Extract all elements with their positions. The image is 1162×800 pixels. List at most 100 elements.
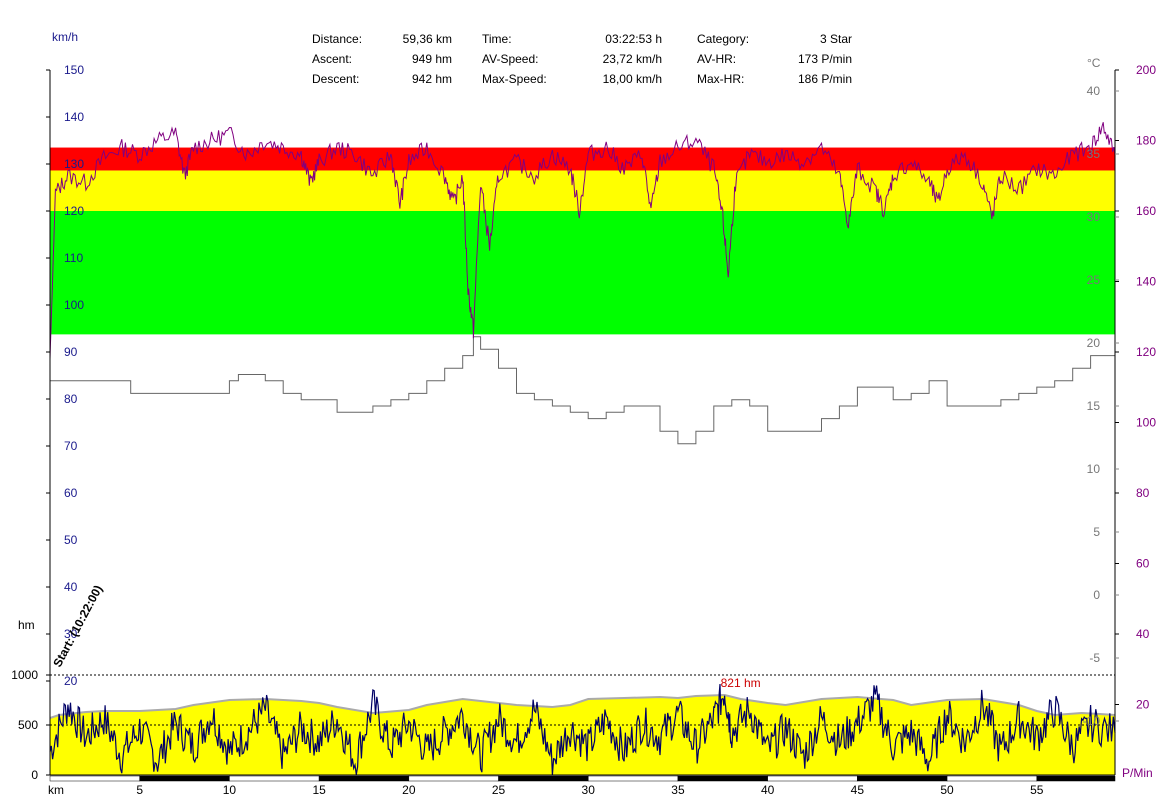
speed-tick-label: 130: [64, 157, 84, 171]
summary-value: 949 hm: [411, 52, 452, 66]
x-axis-stripe: [139, 775, 230, 782]
x-tick-label: 55: [1030, 783, 1044, 797]
x-axis-stripe: [587, 775, 679, 782]
hr-tick-label: 160: [1136, 204, 1156, 218]
temperature-tick-label: 0: [1093, 588, 1100, 602]
temperature-axis-unit: °C: [1087, 56, 1101, 70]
x-axis-stripe: [857, 775, 948, 782]
temperature-tick-label: -5: [1089, 651, 1100, 665]
temperature-line: [50, 336, 1115, 445]
summary-row: AV-HR: 173 P/min: [697, 49, 852, 69]
temperature-tick-label: 30: [1087, 210, 1101, 224]
x-tick-label: 15: [312, 783, 326, 797]
summary-column: Category: 3 Star AV-HR: 173 P/min Max-HR: 186…: [697, 29, 852, 89]
summary-label: Ascent:: [312, 52, 353, 66]
temperature-tick-label: 10: [1087, 462, 1101, 476]
x-axis-unit: km: [48, 783, 64, 797]
altitude-tick-label: 500: [18, 718, 38, 732]
summary-value: 59,36 km: [402, 32, 452, 46]
speed-tick-label: 140: [64, 110, 84, 124]
summary-row: AV-Speed: 23,72 km/h: [482, 49, 662, 69]
summary-label: Time:: [482, 32, 512, 46]
speed-tick-label: 150: [64, 63, 84, 77]
summary-label: AV-HR:: [697, 52, 737, 66]
speed-tick-label: 20: [64, 674, 78, 688]
speed-tick-label: 120: [64, 204, 84, 218]
x-axis-stripe: [408, 775, 499, 782]
altitude-axis-unit: hm: [18, 618, 35, 632]
hr-tick-label: 40: [1136, 627, 1150, 641]
speed-tick-label: 110: [64, 251, 83, 265]
summary-row: Category: 3 Star: [697, 29, 852, 49]
x-axis-stripe: [229, 775, 320, 782]
temperature-tick-label: 40: [1087, 84, 1101, 98]
x-tick-label: 20: [402, 783, 416, 797]
summary-label: Max-HR:: [697, 72, 745, 86]
hr-tick-label: 60: [1136, 557, 1150, 571]
summary-value: 18,00 km/h: [602, 72, 662, 86]
hr-tick-label: 20: [1136, 698, 1150, 712]
summary-row: Ascent: 949 hm: [312, 49, 452, 69]
summary-row: Time: 03:22:53 h: [482, 29, 662, 49]
summary-label: Descent:: [312, 72, 360, 86]
x-axis-stripe: [498, 775, 589, 782]
hr-axis-unit: P/Min: [1122, 766, 1153, 780]
summary-value: 03:22:53 h: [605, 32, 662, 46]
x-tick-label: 35: [671, 783, 685, 797]
x-axis-stripe: [1036, 775, 1116, 782]
speed-tick-label: 90: [64, 345, 78, 359]
hr-zone-green: [50, 211, 1115, 335]
summary-value: 23,72 km/h: [602, 52, 662, 66]
temperature-tick-label: 5: [1093, 525, 1100, 539]
speed-tick-label: 30: [64, 627, 78, 641]
x-axis-stripe: [318, 775, 410, 782]
summary-column: Distance: 59,36 km Ascent: 949 hm Descent: 94…: [312, 29, 452, 89]
hr-tick-label: 100: [1136, 416, 1156, 430]
speed-trace: [49, 683, 1116, 776]
x-tick-label: 5: [136, 783, 143, 797]
hr-tick-label: 120: [1136, 345, 1156, 359]
speed-tick-label: 100: [64, 298, 84, 312]
summary-value: 3 Star: [819, 32, 852, 46]
summary-value: 173 P/min: [797, 52, 852, 66]
hr-tick-label: 140: [1136, 275, 1156, 289]
x-tick-label: 50: [940, 783, 954, 797]
start-label: Start: (10:22:00): [50, 583, 105, 670]
hr-zone-yellow: [50, 170, 1115, 211]
speed-tick-label: 80: [64, 392, 78, 406]
summary-label: Max-Speed:: [482, 72, 547, 86]
hr-tick-label: 180: [1136, 134, 1156, 148]
altitude-tick-label: 0: [31, 768, 38, 782]
temperature-tick-label: 20: [1087, 336, 1101, 350]
summary-row: Distance: 59,36 km: [312, 29, 452, 49]
speed-tick-label: 70: [64, 439, 78, 453]
temperature-tick-label: -10: [1083, 714, 1101, 728]
x-axis-stripe: [677, 775, 768, 782]
speed-tick-label: 60: [64, 486, 78, 500]
speed-tick-label: 40: [64, 580, 78, 594]
x-axis-stripe: [767, 775, 858, 782]
temperature-tick-label: 35: [1087, 147, 1101, 161]
x-tick-label: 10: [223, 783, 237, 797]
summary-row: Descent: 942 hm: [312, 69, 452, 89]
summary-label: Distance:: [312, 32, 363, 46]
summary-row: Max-HR: 186 P/min: [697, 69, 852, 89]
speed-axis-unit: km/h: [52, 30, 78, 44]
x-tick-label: 40: [761, 783, 775, 797]
hr-tick-label: 80: [1136, 486, 1150, 500]
x-axis-stripe: [946, 775, 1038, 782]
x-tick-label: 25: [492, 783, 506, 797]
max-altitude-label: 821 hm: [721, 676, 761, 690]
summary-label: Category:: [697, 32, 750, 46]
summary-value: 942 hm: [411, 72, 452, 86]
x-tick-label: 45: [851, 783, 865, 797]
hr-zone-red: [50, 147, 1115, 171]
temperature-tick-label: 15: [1087, 399, 1101, 413]
x-tick-label: 30: [582, 783, 596, 797]
hr-tick-label: 200: [1136, 63, 1156, 77]
summary-value: 186 P/min: [797, 72, 852, 86]
x-axis-stripe: [49, 775, 140, 782]
summary-label: AV-Speed:: [482, 52, 539, 66]
speed-tick-label: 50: [64, 533, 78, 547]
